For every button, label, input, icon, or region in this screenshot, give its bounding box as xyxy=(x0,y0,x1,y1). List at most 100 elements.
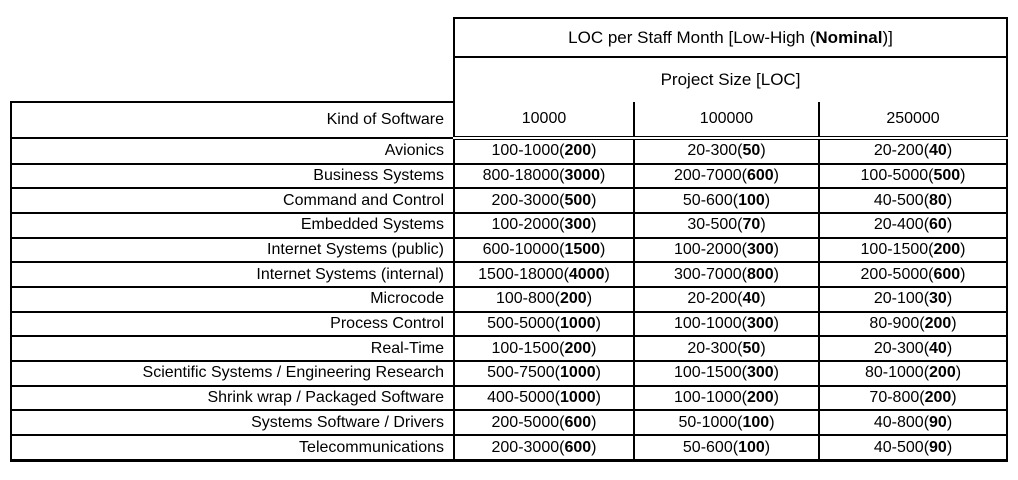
kind-of-software-cell: Telecommunications xyxy=(10,435,455,463)
loc-value-cell: 300-7000(800) xyxy=(633,262,819,288)
nominal-value: 80 xyxy=(929,191,947,209)
low-high-range: 20-400( xyxy=(873,216,930,234)
low-high-range: 500-5000( xyxy=(487,314,561,332)
nominal-value: 300 xyxy=(746,364,774,382)
low-high-range: 200-5000( xyxy=(860,265,934,283)
loc-value-cell: 20-400(60) xyxy=(817,212,1009,239)
nominal-value: 200 xyxy=(746,389,774,406)
loc-value-cell: 100-2000(300) xyxy=(454,212,634,239)
nominal-value: 600 xyxy=(746,166,774,184)
close-paren: ) xyxy=(591,191,597,209)
low-high-range: 20-200( xyxy=(873,142,930,160)
low-high-range: 100-1000( xyxy=(674,389,747,406)
low-high-range: 100-1500( xyxy=(491,339,565,357)
close-paren: ) xyxy=(769,413,775,431)
nominal-value: 40 xyxy=(742,290,761,308)
close-paren: ) xyxy=(773,364,779,382)
table-row: Command and Control 200-3000(500) 50-600(1… xyxy=(10,188,1009,214)
low-high-range: 100-1500( xyxy=(860,240,934,258)
low-high-range: 50-1000( xyxy=(678,413,743,431)
nominal-value: 70 xyxy=(742,216,761,234)
corner-spacer xyxy=(11,18,454,57)
nominal-value: 200 xyxy=(929,364,956,382)
nominal-value: 600 xyxy=(564,413,592,431)
project-size-header: Project Size [LOC] xyxy=(452,57,1009,102)
close-paren: ) xyxy=(595,314,601,332)
low-high-range: 20-300( xyxy=(687,339,743,357)
close-paren: ) xyxy=(960,166,966,184)
close-paren: ) xyxy=(591,339,597,357)
kind-of-software-cell: Command and Control xyxy=(10,188,455,214)
table-row: Shrink wrap / Packaged Software 400-5000(… xyxy=(10,385,1009,412)
close-paren: ) xyxy=(946,413,953,431)
loc-value-cell: 200-3000(600) xyxy=(454,435,634,463)
loc-value-cell: 100-1000(200) xyxy=(454,137,634,165)
table-row: Systems Software / Drivers 200-5000(600) 5… xyxy=(10,410,1009,437)
table-row: Business Systems 800-18000(3000) 200-7000(… xyxy=(10,163,1009,190)
loc-value-cell: 30-500(70) xyxy=(633,212,819,239)
close-paren: ) xyxy=(760,216,766,234)
nominal-value: 300 xyxy=(564,216,592,234)
low-high-range: 40-500( xyxy=(873,438,930,456)
nominal-value: 100 xyxy=(742,413,770,431)
loc-value-cell: 20-300(40) xyxy=(817,336,1009,362)
loc-value-cell: 400-5000(1000) xyxy=(454,385,634,412)
low-high-range: 800-18000( xyxy=(482,166,565,184)
kind-of-software-cell: Business Systems xyxy=(10,163,455,190)
kind-of-software-cell: Avionics xyxy=(10,137,455,165)
low-high-range: 100-2000( xyxy=(674,240,747,258)
nominal-value: 200 xyxy=(564,339,592,357)
close-paren: ) xyxy=(591,438,597,456)
low-high-range: 20-300( xyxy=(873,339,930,357)
loc-value-cell: 80-900(200) xyxy=(817,311,1009,338)
loc-value-cell: 100-800(200) xyxy=(454,286,634,313)
close-paren: ) xyxy=(760,339,766,357)
loc-per-staff-month-table: LOC per Staff Month [Low-High (Nominal)]… xyxy=(10,16,1009,463)
low-high-range: 50-600( xyxy=(682,438,739,456)
close-paren: ) xyxy=(960,240,966,258)
low-high-range: 40-500( xyxy=(873,191,930,209)
loc-value-cell: 20-200(40) xyxy=(817,137,1009,165)
low-high-range: 70-800( xyxy=(869,389,925,406)
loc-value-cell: 500-7500(1000) xyxy=(454,361,634,387)
low-high-range: 50-600( xyxy=(682,191,739,209)
close-paren: ) xyxy=(773,265,779,283)
kind-of-software-cell: Systems Software / Drivers xyxy=(10,410,455,437)
close-paren: ) xyxy=(946,438,953,456)
table-row: Microcode 100-800(200) 20-200(40) 20-100(30… xyxy=(10,286,1009,313)
low-high-range: 600-10000( xyxy=(482,240,565,258)
low-high-range: 100-2000( xyxy=(491,216,565,234)
kind-of-software-cell: Internet Systems (internal) xyxy=(10,262,455,288)
low-high-range: 80-900( xyxy=(869,314,925,332)
table-row: Internet Systems (internal) 1500-18000(40… xyxy=(10,262,1009,288)
close-paren: ) xyxy=(946,191,953,209)
nominal-value: 90 xyxy=(929,413,947,431)
loc-value-cell: 100-5000(500) xyxy=(817,163,1009,190)
size-column-header-250000: 250000 xyxy=(817,101,1009,140)
nominal-value: 1000 xyxy=(560,314,596,332)
loc-value-cell: 800-18000(3000) xyxy=(454,163,634,190)
table-row: Telecommunications 200-3000(600) 50-600(10… xyxy=(10,435,1009,463)
nominal-value: 600 xyxy=(933,265,961,283)
nominal-value: 200 xyxy=(933,240,961,258)
loc-value-cell: 50-1000(100) xyxy=(633,410,819,437)
column-header-row: Kind of Software 10000 100000 250000 xyxy=(10,100,1009,140)
kind-of-software-cell: Shrink wrap / Packaged Software xyxy=(10,385,455,412)
table-row: Real-Time 100-1500(200) 20-300(50) 20-300(4… xyxy=(10,336,1009,362)
close-paren: ) xyxy=(946,290,953,308)
kind-of-software-cell: Scientific Systems / Engineering Researc… xyxy=(10,361,455,387)
loc-value-cell: 500-5000(1000) xyxy=(454,311,634,338)
close-paren: ) xyxy=(591,142,597,160)
kind-of-software-cell: Process Control xyxy=(10,311,455,338)
loc-value-cell: 200-5000(600) xyxy=(817,262,1009,288)
close-paren: ) xyxy=(600,240,606,258)
low-high-range: 100-1500( xyxy=(674,364,747,382)
loc-value-cell: 40-500(80) xyxy=(817,188,1009,214)
close-paren: ) xyxy=(604,265,610,283)
loc-value-cell: 200-5000(600) xyxy=(454,410,634,437)
loc-value-cell: 40-500(90) xyxy=(817,435,1009,463)
nominal-value: 1000 xyxy=(560,389,596,406)
close-paren: ) xyxy=(773,389,779,406)
table-title: LOC per Staff Month [Low-High (Nominal)] xyxy=(452,16,1009,59)
